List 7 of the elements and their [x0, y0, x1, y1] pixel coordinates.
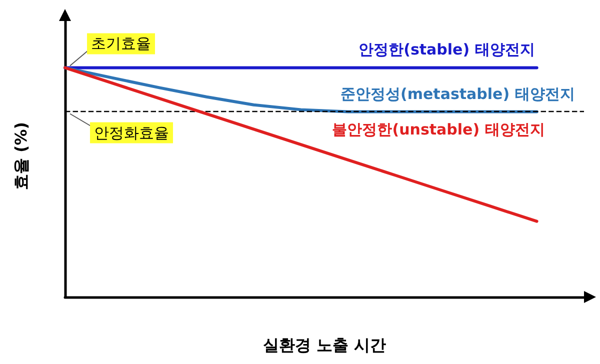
text: 초기효율 [91, 34, 151, 53]
series-label: 불안정한(unstable) 태양전지 [332, 120, 545, 138]
series-label: 안정한(stable) 태양전지 [358, 40, 535, 59]
y-axis-title: 효율 (%) [12, 122, 30, 190]
x-axis-title: 실환경 노출 시간 [262, 336, 386, 354]
annotation: 안정화효율 [94, 124, 169, 142]
series-label: 준안정성(metastable) 태양전지 [340, 84, 575, 103]
